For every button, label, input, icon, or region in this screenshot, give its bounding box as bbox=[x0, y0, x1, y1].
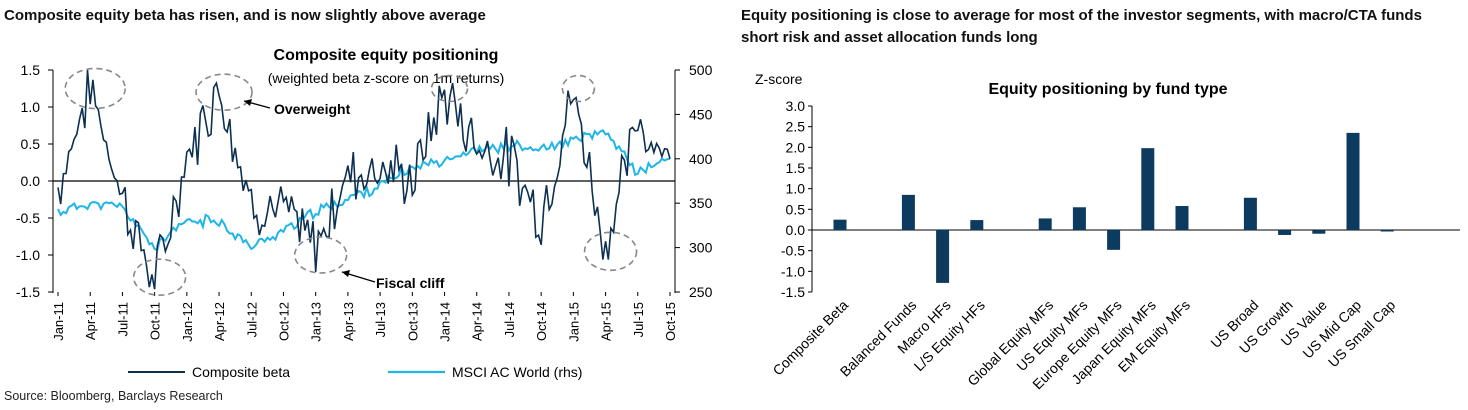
highlight-circle bbox=[561, 74, 596, 103]
x-tick-label: Oct-14 bbox=[534, 302, 549, 341]
msci-ac-world-line bbox=[57, 129, 671, 252]
legend-composite-beta: Composite beta bbox=[192, 364, 290, 380]
left-y-tick-label: -0.5 bbox=[16, 210, 40, 226]
bar-balanced-funds bbox=[901, 194, 915, 230]
bar-japan-equity-mfs bbox=[1141, 148, 1155, 230]
bar-global-equity-mfs bbox=[1038, 218, 1052, 230]
x-tick-label: Jul-13 bbox=[373, 302, 388, 337]
highlight-circle bbox=[195, 73, 253, 111]
annotation-overweight: Overweight bbox=[274, 101, 351, 117]
x-tick-label: Jan-15 bbox=[566, 302, 581, 342]
bar-y-tick-label: -1.5 bbox=[781, 284, 805, 300]
bar-europe-equity-mfs bbox=[1107, 230, 1121, 250]
right-y-label: Z-score bbox=[755, 71, 803, 87]
bar-y-tick-label: 3.0 bbox=[786, 98, 806, 114]
bar-us-equity-mfs bbox=[1072, 207, 1086, 230]
legend-msci: MSCI AC World (rhs) bbox=[452, 364, 582, 380]
x-tick-label: Jul-14 bbox=[502, 302, 517, 337]
highlight-circle bbox=[132, 258, 187, 297]
x-tick-label: Jul-15 bbox=[631, 302, 646, 337]
annotation-arrows bbox=[243, 99, 376, 283]
bar-y-tick-label: 2.0 bbox=[786, 139, 806, 155]
left-y-tick-label: 1.5 bbox=[21, 62, 41, 78]
x-tick-label: Apr-14 bbox=[470, 302, 485, 341]
left-y-tick-label: 0.5 bbox=[21, 136, 41, 152]
left-chart-heading: Composite equity beta has risen, and is … bbox=[4, 7, 486, 24]
x-tick-label: Jan-13 bbox=[309, 302, 324, 342]
right-chart-title: Equity positioning by fund type bbox=[988, 81, 1227, 98]
x-tick-label: Apr-15 bbox=[599, 302, 614, 341]
source-note: Source: Bloomberg, Barclays Research bbox=[4, 389, 223, 403]
bar-y-tick-label: -0.5 bbox=[781, 243, 805, 259]
annotation-fiscal-cliff: Fiscal cliff bbox=[376, 275, 445, 291]
right-chart-heading: Equity positioning is close to average f… bbox=[741, 7, 1422, 46]
bar-y-tick-label: 0.0 bbox=[786, 222, 806, 238]
highlight-circle bbox=[430, 74, 469, 103]
bar-y-tick-label: -1.0 bbox=[781, 263, 805, 279]
x-tick-label: Jan-14 bbox=[438, 302, 453, 342]
left-y-tick-label: 0.0 bbox=[21, 173, 41, 189]
bar-l-s-equity-hfs bbox=[970, 220, 984, 230]
bar-us-small-cap bbox=[1380, 230, 1394, 232]
x-tick-label: Jul-12 bbox=[244, 302, 259, 337]
highlight-circles bbox=[64, 67, 638, 297]
x-tick-label: Oct-15 bbox=[663, 302, 678, 341]
right-y-tick-label: 450 bbox=[689, 106, 713, 122]
right-y-tick-label: 250 bbox=[689, 284, 713, 300]
overweight-arrowhead bbox=[244, 99, 252, 106]
bar-us-broad bbox=[1243, 197, 1257, 230]
bar-us-growth bbox=[1278, 230, 1292, 235]
composite-positioning-chart: Composite equity positioning (weighted b… bbox=[16, 47, 713, 380]
right-y-tick-label: 400 bbox=[689, 151, 713, 167]
bar-y-tick-label: 0.5 bbox=[786, 201, 806, 217]
x-tick-label: Oct-11 bbox=[148, 302, 163, 340]
bar-macro-hfs bbox=[936, 230, 950, 283]
left-y-tick-label: -1.0 bbox=[16, 247, 40, 263]
left-chart-title: Composite equity positioning bbox=[274, 47, 499, 64]
right-y-tick-label: 350 bbox=[689, 195, 713, 211]
bar-y-tick-label: 1.0 bbox=[786, 181, 806, 197]
right-y-tick-label: 500 bbox=[689, 62, 713, 78]
x-tick-label: Jul-11 bbox=[115, 302, 130, 336]
x-tick-label: Apr-13 bbox=[341, 302, 356, 341]
left-y-tick-label: -1.5 bbox=[16, 284, 40, 300]
x-tick-label: Apr-12 bbox=[212, 302, 227, 341]
bar-us-mid-cap bbox=[1346, 132, 1360, 230]
bar-em-equity-mfs bbox=[1175, 206, 1189, 230]
x-tick-label: Jan-12 bbox=[180, 302, 195, 342]
composite-beta-line bbox=[57, 69, 671, 290]
x-tick-label: Apr-11 bbox=[83, 302, 98, 340]
bar-y-tick-label: 2.5 bbox=[786, 119, 806, 135]
fund-type-positioning-chart: Equity positioning by fund type Z-score … bbox=[755, 71, 1460, 392]
x-tick-label: Oct-12 bbox=[276, 302, 291, 341]
x-tick-label: Oct-13 bbox=[405, 302, 420, 341]
left-chart-subtitle: (weighted beta z-score on 1m returns) bbox=[268, 70, 505, 86]
x-tick-label: Jan-11 bbox=[51, 302, 66, 341]
highlight-circle bbox=[583, 231, 638, 272]
highlight-circle bbox=[64, 67, 127, 110]
right-y-tick-label: 300 bbox=[689, 240, 713, 256]
bar-us-value bbox=[1312, 230, 1326, 234]
highlight-circle bbox=[293, 236, 348, 274]
left-y-tick-label: 1.0 bbox=[21, 99, 41, 115]
bar-y-tick-label: 1.5 bbox=[786, 160, 806, 176]
fiscal-cliff-arrowhead bbox=[342, 270, 350, 277]
bar-composite-beta bbox=[833, 219, 847, 230]
